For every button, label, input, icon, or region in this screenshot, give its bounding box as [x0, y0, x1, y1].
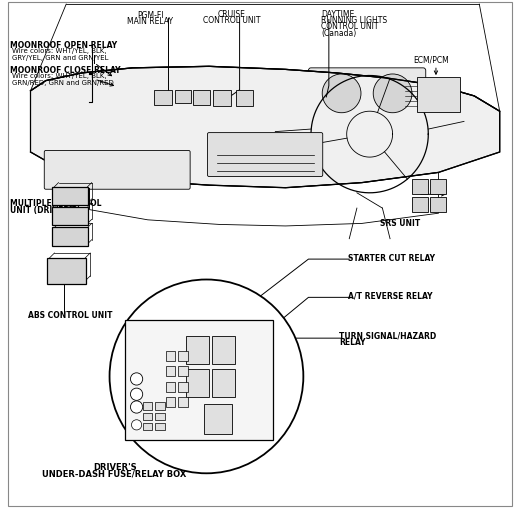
- Text: RELAY: RELAY: [339, 337, 366, 347]
- Circle shape: [131, 401, 142, 413]
- Bar: [155, 413, 165, 420]
- Text: Wire colors: WHT/YEL, BLK,: Wire colors: WHT/YEL, BLK,: [11, 73, 106, 79]
- Circle shape: [131, 373, 142, 385]
- FancyBboxPatch shape: [412, 180, 428, 194]
- FancyBboxPatch shape: [47, 258, 86, 284]
- Text: SRS UNIT: SRS UNIT: [380, 219, 420, 228]
- Bar: [186, 369, 209, 397]
- Text: CONTROL UNIT: CONTROL UNIT: [203, 16, 261, 25]
- Circle shape: [110, 280, 303, 473]
- Bar: [142, 403, 152, 410]
- Text: MOONROOF CLOSE RELAY: MOONROOF CLOSE RELAY: [10, 66, 121, 75]
- FancyBboxPatch shape: [53, 208, 88, 226]
- Bar: [178, 397, 188, 407]
- Bar: [155, 423, 165, 430]
- Text: Wire colors: WHT/YEL, BLK,: Wire colors: WHT/YEL, BLK,: [11, 48, 106, 54]
- FancyBboxPatch shape: [236, 91, 253, 106]
- Text: CRUISE: CRUISE: [218, 10, 246, 19]
- FancyBboxPatch shape: [175, 91, 191, 104]
- Text: MOONROOF OPEN RELAY: MOONROOF OPEN RELAY: [10, 41, 117, 50]
- Bar: [155, 403, 165, 410]
- FancyBboxPatch shape: [53, 187, 88, 206]
- Text: TURN SIGNAL/HAZARD: TURN SIGNAL/HAZARD: [339, 331, 436, 340]
- FancyBboxPatch shape: [207, 133, 323, 177]
- Text: (Canada): (Canada): [321, 29, 356, 38]
- FancyBboxPatch shape: [213, 91, 231, 107]
- FancyBboxPatch shape: [412, 197, 428, 212]
- Text: A/T REVERSE RELAY: A/T REVERSE RELAY: [348, 291, 432, 300]
- Bar: [212, 336, 235, 364]
- FancyBboxPatch shape: [417, 78, 460, 113]
- Bar: [178, 366, 188, 377]
- Text: MAIN RELAY: MAIN RELAY: [127, 17, 173, 26]
- Bar: [178, 351, 188, 361]
- FancyBboxPatch shape: [154, 91, 172, 105]
- Polygon shape: [31, 67, 500, 188]
- Text: UNDER-DASH FUSE/RELAY BOX: UNDER-DASH FUSE/RELAY BOX: [43, 469, 187, 478]
- FancyBboxPatch shape: [308, 69, 426, 120]
- FancyBboxPatch shape: [430, 180, 446, 194]
- Text: GRN/RED, GRN and GRN/RED: GRN/RED, GRN and GRN/RED: [11, 80, 113, 86]
- Text: ECM/PCM: ECM/PCM: [413, 55, 449, 64]
- Bar: [142, 423, 152, 430]
- Bar: [142, 413, 152, 420]
- Bar: [186, 336, 209, 364]
- Circle shape: [132, 420, 141, 430]
- FancyBboxPatch shape: [193, 91, 210, 105]
- Bar: [166, 351, 175, 361]
- Text: PGM-FI: PGM-FI: [137, 11, 164, 20]
- Circle shape: [322, 75, 361, 114]
- Bar: [204, 404, 232, 434]
- Bar: [212, 369, 235, 397]
- Text: GRY/YEL, GRN and GRN/YEL: GRY/YEL, GRN and GRN/YEL: [11, 54, 108, 61]
- Bar: [166, 366, 175, 377]
- Text: UNIT (DRIVER'S): UNIT (DRIVER'S): [10, 205, 81, 214]
- Bar: [166, 397, 175, 407]
- Circle shape: [131, 388, 142, 401]
- Text: DRIVER'S: DRIVER'S: [93, 462, 136, 471]
- Text: MULTIPLEX CONTROL: MULTIPLEX CONTROL: [10, 199, 101, 208]
- Bar: [125, 321, 273, 440]
- Text: ABS CONTROL UNIT: ABS CONTROL UNIT: [28, 310, 112, 320]
- Bar: [166, 382, 175, 392]
- FancyBboxPatch shape: [53, 228, 88, 246]
- Circle shape: [373, 75, 412, 114]
- FancyBboxPatch shape: [44, 151, 190, 190]
- FancyBboxPatch shape: [430, 197, 446, 212]
- Text: DAYTIME: DAYTIME: [321, 10, 355, 19]
- Bar: [178, 382, 188, 392]
- Text: CONTROL UNIT: CONTROL UNIT: [321, 22, 379, 32]
- Text: RUNNING LIGHTS: RUNNING LIGHTS: [321, 16, 387, 25]
- Text: STARTER CUT RELAY: STARTER CUT RELAY: [348, 253, 435, 263]
